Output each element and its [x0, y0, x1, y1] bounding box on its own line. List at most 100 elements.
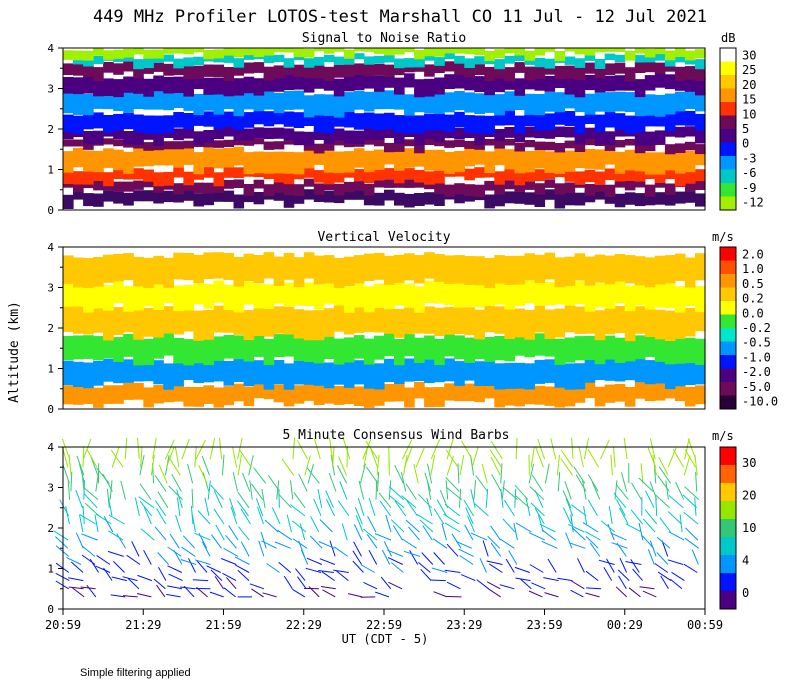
heatmap-cell	[293, 74, 305, 90]
heatmap-cell	[414, 170, 425, 183]
wind-barb	[481, 463, 488, 484]
heatmap-cell	[394, 170, 405, 184]
heatmap-cell	[454, 361, 465, 386]
heatmap-cell	[574, 142, 586, 152]
wind-barb	[565, 498, 574, 517]
heatmap-cell	[233, 138, 245, 146]
wind-barb	[418, 562, 431, 573]
heatmap-cell	[424, 113, 435, 131]
heatmap-cell	[123, 151, 134, 174]
heatmap-cell	[113, 127, 124, 140]
heatmap-cell	[454, 335, 465, 360]
heatmap-cell	[353, 148, 365, 168]
heatmap-cell	[654, 62, 666, 74]
heatmap-cell	[133, 65, 144, 79]
heatmap-cell	[444, 127, 455, 139]
wind-barb	[564, 481, 572, 500]
colorbar-swatch	[720, 328, 736, 342]
y-tick-label: 0	[47, 403, 54, 416]
heatmap-cell	[514, 142, 525, 152]
heatmap-cell	[374, 283, 385, 308]
heatmap-cell	[163, 115, 174, 134]
heatmap-cell	[674, 286, 686, 313]
wind-barb	[167, 546, 182, 557]
colorbar-label: -1.0	[742, 351, 771, 365]
heatmap-cell	[684, 150, 696, 173]
heatmap-cell	[695, 146, 706, 166]
heatmap-cell	[273, 65, 285, 79]
wind-barb	[381, 549, 391, 565]
heatmap-cell	[73, 282, 84, 307]
heatmap-cell	[695, 144, 706, 155]
wind-barb	[134, 497, 140, 517]
heatmap-cell	[574, 171, 586, 185]
heatmap-cell	[183, 285, 194, 311]
wind-barb	[210, 569, 223, 581]
wind-barb	[499, 584, 515, 590]
heatmap-cell	[684, 257, 696, 288]
wind-barb	[137, 437, 140, 460]
wind-barb	[352, 560, 364, 573]
heatmap-cell	[293, 90, 305, 110]
heatmap-cell	[614, 280, 626, 304]
heatmap-cell	[524, 151, 535, 173]
wind-barb	[72, 587, 85, 598]
heatmap-cell	[434, 387, 445, 407]
heatmap-cell	[474, 384, 485, 403]
heatmap-cell	[374, 90, 385, 110]
wind-barb	[365, 466, 379, 484]
wind-barb	[427, 463, 433, 484]
wind-barb	[583, 438, 589, 460]
heatmap-cell	[584, 381, 596, 399]
heatmap-cell	[664, 93, 676, 115]
wind-barb	[197, 510, 211, 525]
heatmap-cell	[534, 193, 546, 207]
heatmap-cell	[414, 131, 425, 146]
colorbar-label: 15	[742, 93, 756, 107]
heatmap-cell	[644, 192, 656, 206]
heatmap-cell	[293, 48, 305, 58]
heatmap-cell	[604, 184, 616, 197]
heatmap-cell	[213, 64, 225, 77]
wind-barb	[260, 531, 267, 549]
heatmap-cell	[283, 128, 295, 141]
heatmap-cell	[664, 338, 676, 365]
heatmap-cell	[233, 113, 245, 131]
colorbar-swatch	[720, 519, 736, 538]
colorbar-swatch	[720, 274, 736, 288]
colorbar-swatch	[720, 247, 736, 261]
heatmap-cell	[123, 305, 134, 333]
heatmap-cell	[394, 90, 405, 110]
wind-barb	[528, 532, 546, 541]
wind-barb	[194, 559, 211, 565]
heatmap-cell	[93, 180, 104, 191]
heatmap-cell	[193, 359, 204, 383]
wind-barb	[379, 500, 392, 517]
heatmap-cell	[634, 282, 646, 306]
heatmap-cell	[223, 126, 235, 137]
colorbar-label: -12	[742, 196, 764, 210]
heatmap-cell	[594, 310, 606, 341]
heatmap-cell	[414, 58, 425, 68]
wind-barb	[489, 449, 503, 468]
heatmap-cell	[614, 151, 626, 174]
heatmap-cell	[303, 142, 315, 151]
heatmap-cell	[113, 253, 124, 282]
wind-barb	[251, 483, 264, 500]
heatmap-cell	[323, 115, 335, 134]
x-tick-label: 00:29	[607, 618, 643, 632]
heatmap-cell	[684, 386, 696, 407]
heatmap-cell	[233, 358, 245, 382]
wind-barb	[684, 486, 700, 500]
wind-barb	[603, 567, 613, 581]
heatmap-cell	[484, 77, 495, 96]
heatmap-cell	[524, 66, 535, 81]
wind-barb	[586, 587, 602, 590]
heatmap-cell	[674, 253, 686, 281]
wind-barb	[473, 480, 477, 500]
heatmap-cell	[404, 139, 415, 147]
heatmap-cell	[213, 387, 225, 408]
wind-barb	[329, 540, 336, 557]
